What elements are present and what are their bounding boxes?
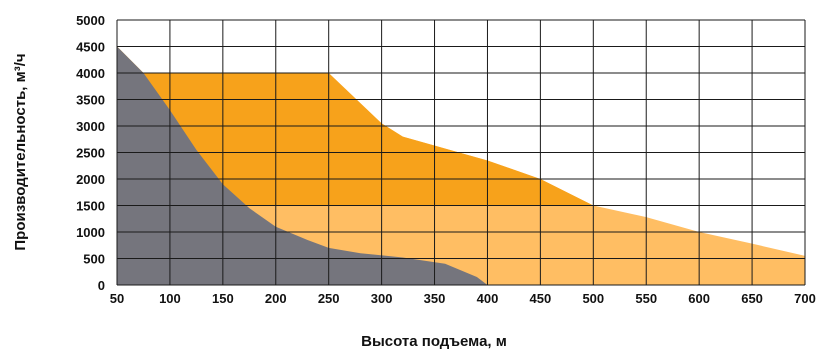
x-tick-label: 400 [477,291,499,306]
y-tick-label: 3500 [76,93,105,108]
area-series-2 [117,46,488,285]
y-axis-label: Производительность, м³/ч [12,53,29,250]
x-tick-label: 700 [794,291,816,306]
x-tick-label: 150 [212,291,234,306]
chart-grid [116,19,806,286]
chart-areas [117,46,805,285]
x-tick-label: 300 [371,291,393,306]
x-tick-label: 250 [318,291,340,306]
x-tick-label: 650 [741,291,763,306]
x-tick-label: 100 [159,291,181,306]
x-tick-label: 600 [688,291,710,306]
x-tick-label: 450 [530,291,552,306]
y-tick-labels: 0 500 1000 1500 2000 2500 3000 3500 4000 4500 5000 [76,13,105,293]
x-tick-label: 350 [424,291,446,306]
x-tick-label: 50 [110,291,124,306]
y-tick-label: 5000 [76,13,105,28]
y-tick-label: 2500 [76,146,105,161]
x-tick-label: 500 [582,291,604,306]
y-tick-label: 4500 [76,40,105,55]
y-tick-label: 4000 [76,66,105,81]
y-tick-label: 1000 [76,225,105,240]
y-tick-label: 1500 [76,199,105,214]
y-tick-label: 0 [98,278,105,293]
y-tick-label: 3000 [76,119,105,134]
x-tick-labels: 50 100 150 200 250 300 350 400 450 500 550 600 650 70… [110,291,816,306]
x-axis-label: Высота подъема, м [361,333,507,350]
y-tick-label: 500 [83,252,105,267]
x-tick-label: 550 [635,291,657,306]
y-tick-label: 2000 [76,172,105,187]
x-tick-label: 200 [265,291,287,306]
